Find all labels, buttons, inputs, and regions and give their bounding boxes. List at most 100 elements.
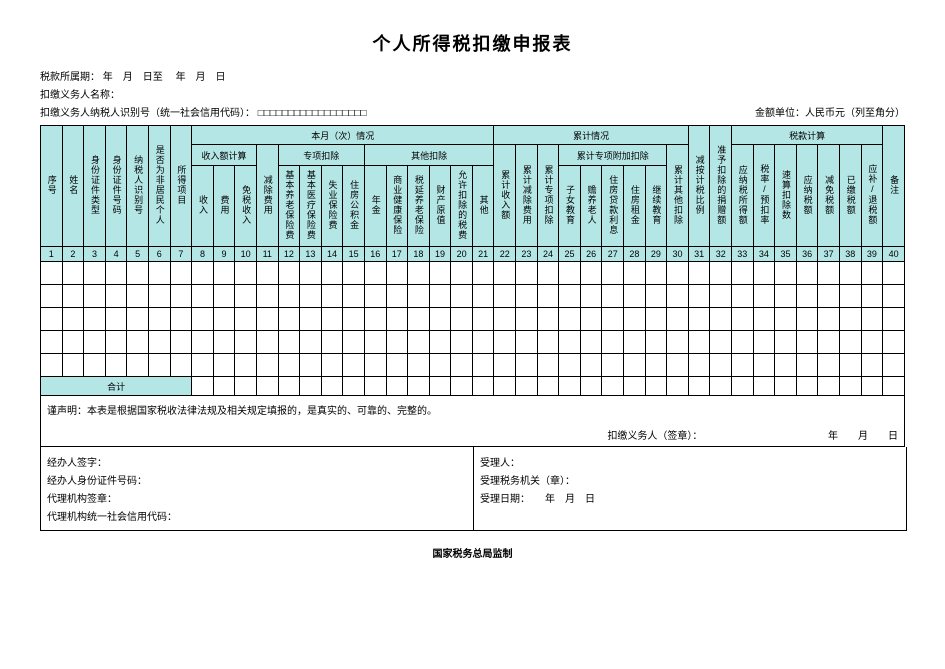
receiver: 受理人： [480,454,900,469]
sum-cell [343,377,365,396]
cell [688,285,710,308]
sum-cell [818,377,840,396]
cell [818,354,840,377]
sum-cell [408,377,430,396]
cell [753,308,775,331]
cell [256,308,278,331]
sum-cell [580,377,602,396]
cell [84,262,106,285]
receive-office: 受理税务机关（章）： [480,472,900,487]
cell [343,285,365,308]
cell [429,285,451,308]
sum-cell [602,377,624,396]
sum-cell [796,377,818,396]
cell [775,331,797,354]
col-17: 商业健康保险 [391,171,402,239]
col-number: 8 [192,247,214,262]
cell [41,331,63,354]
sum-cell [667,377,689,396]
cell [321,308,343,331]
cell [364,354,386,377]
cell [235,285,257,308]
cell [516,331,538,354]
col-number: 10 [235,247,257,262]
declaration-text: 谨声明：本表是根据国家税收法律法规及相关规定填报的，是真实的、可靠的、完整的。 [47,402,898,417]
col-28: 住房租金 [629,181,640,229]
cell [62,331,84,354]
cell [667,285,689,308]
sum-cell [753,377,775,396]
cell [580,354,602,377]
cell [192,308,214,331]
cell [408,308,430,331]
cell [775,308,797,331]
cell [148,354,170,377]
sum-cell [732,377,754,396]
col-20: 允许扣除的税费 [456,166,467,244]
cell [494,308,516,331]
sum-cell [256,377,278,396]
cell [278,285,300,308]
col-37: 减免税额 [823,171,834,219]
cell [580,331,602,354]
declaration-signer: 扣缴义务人（签章）： [607,431,702,442]
period-label: 税款所属期： [40,72,100,83]
col-number: 36 [796,247,818,262]
col-number: 5 [127,247,149,262]
table-row [41,308,905,331]
col-number: 12 [278,247,300,262]
cell [710,308,732,331]
col-number: 34 [753,247,775,262]
cell [818,331,840,354]
withholder-id-row: 扣缴义务人纳税人识别号（统一社会信用代码）： □□□□□□□□□□□□□□□□□… [40,104,905,119]
cell [775,262,797,285]
col-7: 所得项目 [175,161,186,209]
cell [84,354,106,377]
declaration-box: 谨声明：本表是根据国家税收法律法规及相关规定填报的，是真实的、可靠的、完整的。 … [40,396,905,447]
cell [861,262,883,285]
col-35: 速算扣除数 [780,166,791,224]
sum-cell [429,377,451,396]
period-row: 税款所属期： 年 月 日至 年 月 日 [40,68,905,83]
cell [645,285,667,308]
col-1: 序号 [46,171,57,199]
cell [645,308,667,331]
cell [84,308,106,331]
period-mid: 年 月 日至 [103,72,163,83]
col-number: 1 [41,247,63,262]
cell [732,262,754,285]
cell [278,262,300,285]
sum-cell [235,377,257,396]
declaration-date: 年 月 日 [828,431,898,442]
cell [127,331,149,354]
cell [300,331,322,354]
col-number: 15 [343,247,365,262]
col-34: 税率/预扣率 [758,160,769,229]
cell [732,308,754,331]
grp-tax-calc: 税款计算 [732,126,883,145]
cell [127,262,149,285]
cell [472,262,494,285]
col-number: 17 [386,247,408,262]
sum-cell [386,377,408,396]
withholder-id-label: 扣缴义务人纳税人识别号（统一社会信用代码）： [40,108,255,119]
col-number: 39 [861,247,883,262]
col-number: 38 [839,247,861,262]
cell [494,262,516,285]
cell [105,331,127,354]
sum-row: 合计 [41,377,905,396]
cell [386,308,408,331]
col-number: 23 [516,247,538,262]
cell [861,285,883,308]
cell [796,331,818,354]
col-number: 16 [364,247,386,262]
cell [170,285,192,308]
cell [127,308,149,331]
cell [818,262,840,285]
cell [300,354,322,377]
col-18: 税延养老保险 [413,171,424,239]
cell [537,354,559,377]
col-11: 减除费用 [262,171,273,219]
period-end: 年 月 日 [176,72,226,83]
cell [796,262,818,285]
